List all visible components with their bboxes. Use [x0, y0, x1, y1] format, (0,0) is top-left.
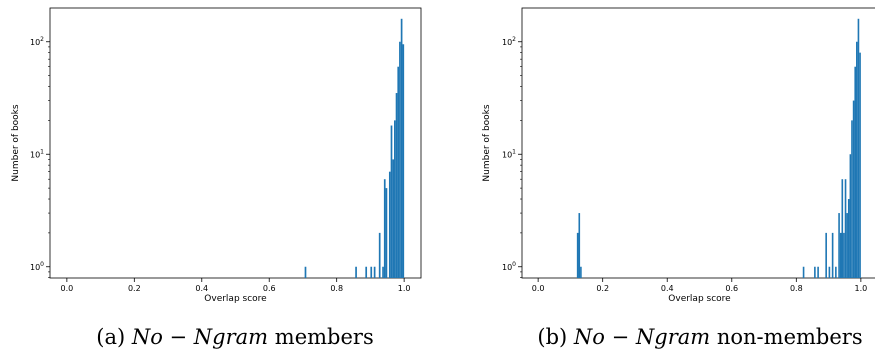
- y-tick-label: 101: [30, 148, 44, 159]
- x-tick-label: 0.4: [661, 284, 674, 293]
- caption-math: No − Ngram: [573, 325, 710, 349]
- histogram-bar: [373, 266, 376, 278]
- histogram-bar: [839, 232, 842, 278]
- x-tick-label: 1.0: [854, 284, 867, 293]
- caption-prefix: (b): [537, 325, 574, 349]
- histogram-bar: [402, 44, 405, 279]
- x-tick-label: 0.0: [60, 284, 73, 293]
- histogram-bar: [578, 213, 581, 278]
- histogram-bar: [390, 125, 393, 278]
- histogram-bar: [383, 179, 386, 278]
- y-tick-label: 100: [30, 261, 44, 272]
- histogram-bars: [576, 18, 861, 279]
- y-axis-ticks: 100 101 102: [502, 36, 522, 278]
- plot-frame: [521, 7, 875, 279]
- histogram-bar: [388, 171, 391, 278]
- histogram-bar: [355, 266, 357, 278]
- x-tick-label: 0.8: [330, 284, 343, 293]
- histogram-bar: [851, 120, 853, 278]
- y-tick-label: 102: [30, 36, 44, 47]
- histogram-bar: [370, 266, 373, 278]
- caption-suffix: members: [268, 325, 374, 349]
- histogram-bar: [857, 18, 860, 278]
- x-axis-label: Overlap score: [204, 294, 267, 304]
- histogram-bar: [844, 179, 847, 278]
- x-tick-label: 0.0: [532, 284, 545, 293]
- histogram-bar: [828, 266, 831, 278]
- histogram-bar: [843, 232, 845, 278]
- histogram-bar: [854, 66, 857, 279]
- y-axis-label: Number of books: [482, 104, 492, 181]
- histogram-bar: [814, 266, 816, 278]
- caption-prefix: (a): [96, 325, 132, 349]
- caption-members: (a) No − Ngram members: [96, 325, 373, 349]
- histogram-bar: [831, 232, 834, 278]
- x-axis-ticks: 0.0 0.2 0.4 0.6 0.8 1.0: [532, 278, 867, 293]
- histogram-bar: [392, 159, 395, 278]
- x-axis-label: Overlap score: [668, 294, 731, 304]
- x-tick-label: 1.0: [398, 284, 411, 293]
- histogram-bar: [817, 266, 819, 278]
- histogram-bar: [395, 93, 398, 278]
- x-tick-label: 0.6: [725, 284, 738, 293]
- y-tick-label: 101: [502, 148, 516, 159]
- x-tick-label: 0.4: [195, 284, 208, 293]
- histogram-bar: [365, 266, 368, 278]
- chart-panel-non-members: 0.0 0.2 0.4 0.6 0.8 1.0 100 101 102 Overlap sco…: [482, 7, 875, 349]
- histogram-bar: [394, 120, 396, 278]
- y-tick-label: 100: [502, 261, 516, 272]
- histogram-bar: [378, 232, 381, 278]
- histogram-bar: [852, 100, 855, 278]
- chart-panel-members: 0.0 0.2 0.4 0.6 0.8 1.0 100 101 102 Overlap sco…: [11, 7, 422, 349]
- histogram-bar: [382, 266, 384, 278]
- histogram-bar: [838, 213, 840, 278]
- histogram-bar: [835, 266, 837, 278]
- histogram-bar: [397, 66, 400, 279]
- caption-non-members: (b) No − Ngram non-members: [537, 325, 862, 349]
- histogram-bar: [825, 232, 827, 278]
- histogram-bar: [399, 41, 401, 278]
- histogram-bar: [576, 232, 579, 278]
- x-tick-label: 0.8: [790, 284, 803, 293]
- x-tick-label: 0.2: [128, 284, 141, 293]
- histogram-bar: [856, 41, 858, 278]
- histogram-bar: [847, 199, 850, 278]
- caption-suffix: non-members: [710, 325, 862, 349]
- x-tick-label: 0.2: [596, 284, 609, 293]
- histogram-bar: [580, 266, 582, 278]
- plot-frame: [49, 7, 422, 279]
- histogram-bar: [846, 213, 848, 278]
- histogram-bar: [304, 266, 307, 278]
- histogram-bar: [400, 18, 403, 278]
- histogram-bars: [304, 18, 405, 279]
- histogram-bar: [859, 52, 861, 279]
- caption-math: No − Ngram: [131, 325, 268, 349]
- y-axis-ticks: 100 101 102: [30, 36, 50, 278]
- histogram-bar: [841, 179, 844, 278]
- y-tick-label: 102: [502, 36, 516, 47]
- x-axis-ticks: 0.0 0.2 0.4 0.6 0.8 1.0: [60, 278, 411, 293]
- histogram-bar: [849, 154, 852, 278]
- histogram-bar: [802, 266, 805, 278]
- histogram-bar: [385, 188, 388, 278]
- x-tick-label: 0.6: [263, 284, 276, 293]
- y-axis-label: Number of books: [11, 104, 21, 181]
